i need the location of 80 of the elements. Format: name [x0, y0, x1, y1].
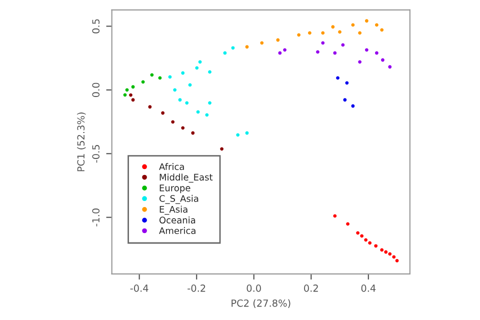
point: [195, 66, 199, 70]
point: [173, 88, 177, 92]
point: [131, 85, 135, 89]
legend-label: Middle_East: [160, 174, 213, 183]
point: [231, 46, 235, 50]
point: [208, 101, 212, 105]
point: [181, 126, 185, 130]
point: [356, 231, 360, 235]
point: [375, 51, 378, 55]
point: [308, 31, 312, 35]
point: [331, 25, 335, 29]
legend-label: C_S_Asia: [159, 194, 198, 204]
point: [321, 41, 325, 45]
legend-label: Africa: [159, 163, 184, 170]
point: [392, 255, 396, 259]
point: [333, 214, 337, 218]
point: [131, 98, 135, 102]
point: [245, 45, 249, 49]
point: [345, 81, 349, 85]
point: [150, 73, 154, 77]
point: [148, 105, 152, 109]
point: [168, 75, 172, 79]
legend-label: Europe: [160, 184, 190, 194]
legend-label: America: [159, 227, 196, 234]
point: [185, 101, 189, 105]
point: [161, 111, 165, 115]
point: [158, 76, 162, 80]
point: [181, 71, 185, 75]
point: [374, 244, 378, 248]
point: [395, 258, 399, 262]
point: [333, 51, 337, 55]
point: [171, 120, 175, 124]
point: [205, 113, 209, 117]
point: [198, 60, 202, 64]
point: [358, 60, 362, 64]
point: [380, 28, 384, 32]
point: [220, 147, 224, 151]
x-tick-label: 0.4: [361, 284, 376, 292]
y-axis-title: PC1 (52.3%): [77, 112, 86, 172]
point: [360, 234, 364, 238]
x-tick-label: 0.0: [246, 284, 261, 292]
point: [316, 50, 320, 54]
point: [341, 43, 345, 47]
point: [123, 93, 127, 97]
point: [343, 98, 347, 102]
point: [297, 33, 301, 37]
point: [346, 222, 350, 226]
legend-label: Oceania: [159, 216, 196, 224]
point: [336, 76, 340, 80]
x-tick-label: 0.2: [304, 284, 318, 292]
point: [388, 65, 392, 69]
point: [364, 238, 368, 242]
point: [358, 31, 362, 35]
point: [260, 41, 264, 45]
point: [380, 248, 384, 252]
point: [375, 23, 378, 27]
x-axis-title: PC2 (27.8%): [232, 299, 290, 308]
point: [364, 48, 368, 52]
point: [368, 241, 372, 245]
point: [129, 93, 132, 97]
point: [381, 58, 384, 62]
point: [321, 31, 325, 35]
y-tick-label: -1.0: [92, 208, 100, 226]
point: [178, 98, 182, 102]
point: [141, 80, 145, 84]
point: [191, 131, 195, 135]
point: [364, 19, 368, 23]
point: [388, 252, 392, 256]
legend-label: E_Asia: [160, 206, 188, 215]
y-tick-label: 0.5: [92, 19, 100, 34]
x-tick-label: -0.2: [188, 284, 206, 292]
x-tick-label: -0.4: [130, 284, 148, 292]
point: [208, 70, 212, 74]
point: [384, 250, 388, 254]
y-tick-label: -0.5: [92, 145, 100, 163]
point: [351, 23, 355, 27]
point: [283, 48, 286, 52]
y-tick-label: 0.0: [92, 82, 100, 98]
point: [236, 133, 240, 137]
point: [338, 30, 342, 34]
